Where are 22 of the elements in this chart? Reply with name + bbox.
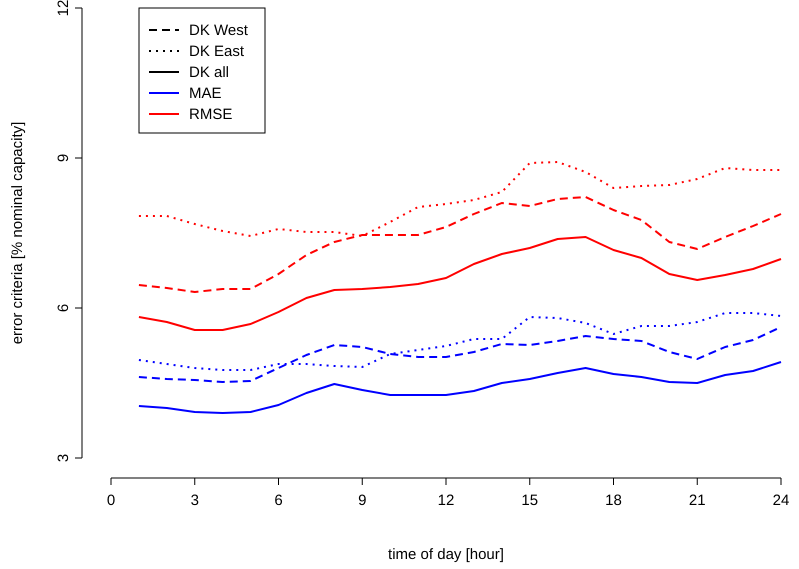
x-tick-label: 24	[772, 492, 790, 509]
x-tick-label: 9	[358, 492, 366, 509]
x-tick-label: 12	[438, 492, 454, 509]
x-tick-label: 18	[605, 492, 622, 509]
annotation: RMSE	[189, 106, 232, 123]
x-tick-label: 3	[190, 492, 199, 509]
x-tick-label: 0	[106, 492, 116, 509]
x-tick-label: 6	[274, 492, 283, 509]
annotation: DK West	[189, 22, 249, 39]
x-tick-label: 21	[688, 492, 706, 509]
y-tick-label: 3	[55, 454, 72, 462]
annotation: DK East	[189, 43, 245, 60]
x-axis-title: time of day [hour]	[388, 546, 504, 563]
line-series	[138, 236, 782, 331]
line-series	[138, 361, 782, 414]
y-tick-label: 12	[55, 0, 72, 16]
annotation: DK all	[189, 64, 230, 81]
y-tick-label: 9	[55, 154, 72, 162]
x-tick-label: 15	[521, 492, 538, 509]
y-axis-title: error criteria [% nominal capacity]	[9, 122, 26, 344]
annotation: MAE	[189, 85, 222, 102]
y-tick-label: 6	[55, 304, 72, 312]
